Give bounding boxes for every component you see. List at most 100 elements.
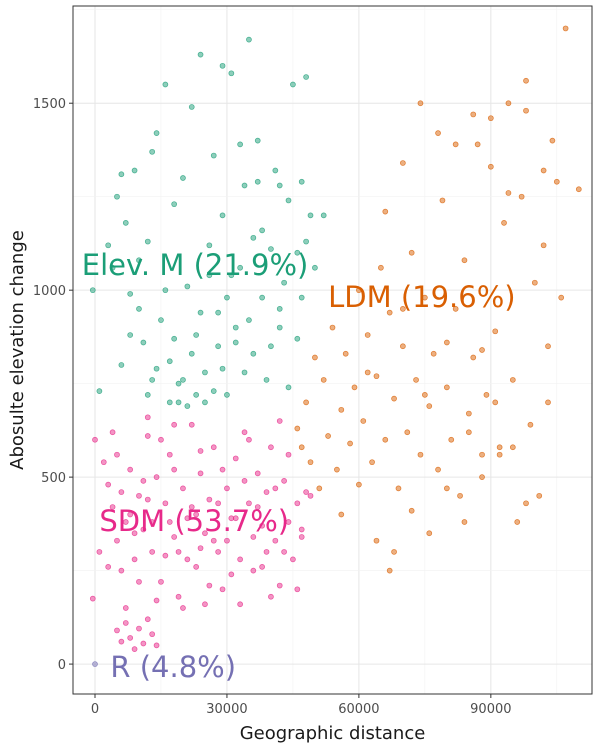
data-point (246, 436, 252, 443)
data-point (496, 444, 503, 451)
data-point (188, 104, 195, 110)
cluster-label: SDM (53.7%) (99, 504, 289, 538)
data-point (518, 193, 525, 200)
plot-panel-border (72, 5, 593, 695)
data-point (219, 586, 226, 593)
data-point (241, 429, 248, 436)
data-point (246, 36, 252, 43)
data-point (329, 324, 336, 331)
data-point (114, 627, 120, 634)
data-point (237, 556, 243, 563)
data-point (175, 593, 182, 600)
data-point (197, 545, 204, 552)
data-point (162, 81, 169, 88)
data-point (224, 485, 230, 492)
data-point (461, 519, 468, 525)
data-point (347, 440, 353, 447)
data-point (430, 350, 437, 357)
data-point (250, 534, 257, 540)
data-point (206, 272, 213, 279)
data-point (224, 392, 230, 398)
data-point (153, 365, 160, 372)
data-point (224, 294, 230, 301)
data-point (263, 377, 270, 383)
data-point (127, 466, 134, 473)
data-point (276, 418, 283, 424)
data-point (153, 474, 160, 480)
data-point (171, 534, 178, 540)
data-point (250, 234, 257, 241)
data-point (496, 451, 503, 458)
data-point (127, 332, 134, 338)
data-point (210, 537, 217, 544)
data-point (540, 167, 547, 174)
data-point (435, 130, 441, 136)
data-point (303, 74, 309, 80)
data-point (285, 519, 292, 525)
data-point (562, 25, 569, 32)
data-point (285, 451, 292, 458)
data-point (114, 537, 120, 544)
data-point (197, 448, 204, 454)
data-point (241, 369, 248, 376)
data-point (140, 526, 147, 533)
data-point (259, 227, 265, 234)
data-point (193, 332, 200, 338)
data-point (228, 70, 235, 77)
data-point (158, 578, 164, 585)
data-point (294, 586, 301, 593)
data-point (144, 496, 151, 503)
data-point (206, 496, 213, 503)
data-point (153, 597, 160, 604)
data-point (100, 459, 107, 466)
data-point (215, 500, 221, 507)
x-axis-title: Geographic distance (240, 723, 426, 744)
data-point (281, 279, 287, 286)
data-point (114, 193, 120, 200)
data-point (386, 309, 393, 316)
data-point (298, 534, 305, 540)
data-point (505, 100, 512, 107)
cluster-label: Elev. M (21.9%) (82, 248, 309, 282)
data-point (276, 182, 283, 189)
data-point (290, 556, 296, 563)
data-point (166, 451, 173, 458)
data-point (105, 564, 112, 570)
data-point (144, 616, 151, 623)
data-point (400, 306, 406, 312)
data-point (514, 519, 521, 525)
data-point (505, 190, 512, 196)
data-point (144, 238, 151, 245)
data-point (193, 392, 200, 398)
data-point (210, 444, 217, 451)
data-point (136, 578, 142, 585)
data-point (237, 264, 243, 271)
data-point (210, 152, 217, 159)
data-point (109, 429, 116, 436)
gridlines (73, 6, 592, 694)
data-point (254, 178, 261, 185)
data-point (320, 212, 327, 219)
data-point (118, 489, 125, 495)
data-point (188, 504, 195, 510)
data-point (127, 511, 134, 518)
y-axis-ticks: 0 500 1000 1500 (33, 97, 73, 673)
data-point (105, 481, 112, 488)
data-point (338, 406, 345, 413)
data-point (96, 549, 103, 555)
data-point (259, 522, 265, 529)
data-point (553, 178, 560, 185)
data-point (373, 537, 380, 544)
x-tick-label: 60000 (338, 702, 379, 717)
data-point (531, 279, 538, 286)
data-point (307, 212, 314, 219)
data-point (254, 470, 261, 477)
data-point (400, 343, 406, 350)
x-tick-label: 30000 (206, 702, 247, 717)
data-point (294, 249, 301, 256)
data-point (237, 141, 243, 148)
y-tick-label: 500 (41, 471, 66, 486)
data-point (219, 212, 226, 219)
data-point (325, 433, 331, 439)
